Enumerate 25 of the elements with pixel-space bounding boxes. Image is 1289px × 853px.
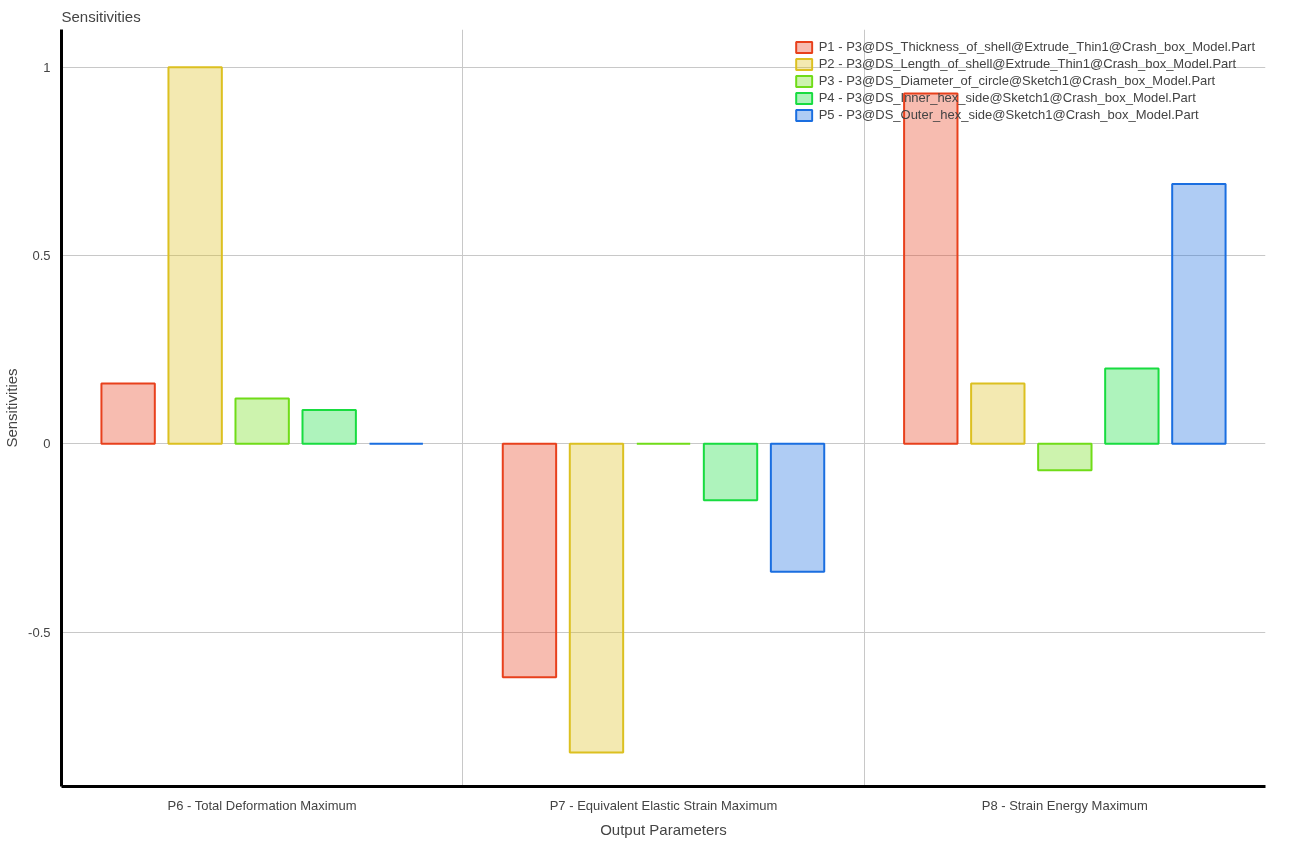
legend-label: P1 - P3@DS_Thickness_of_shell@Extrude_Thin1@Crash_box_Model.Part [818, 39, 1255, 54]
bar [1171, 182, 1227, 445]
bar [702, 442, 759, 502]
legend-label: P2 - P3@DS_Length_of_shell@Extrude_Thin1@Crash_box_Model.Part [818, 56, 1237, 71]
y-tick-label: 0 [43, 436, 51, 452]
bar [1104, 367, 1160, 445]
x-tick-label: P7 - Equivalent Elastic Strain Maximum [549, 797, 778, 813]
bar [769, 442, 826, 573]
x-tick-label: P8 - Strain Energy Maximum [981, 797, 1148, 813]
y-axis-title: Sensitivities [3, 368, 21, 448]
bar [100, 382, 156, 445]
y-tick-label: -0.5 [28, 624, 51, 640]
bar [568, 442, 625, 754]
bar [501, 442, 558, 679]
y-tick-label: 1 [43, 59, 51, 75]
bar [167, 66, 223, 445]
legend-label: P3 - P3@DS_Diameter_of_circle@Sketch1@Crash_box_Model.Part [818, 73, 1216, 88]
bar [970, 382, 1026, 445]
x-axis-title: Output Parameters [600, 820, 727, 838]
y-tick-label: 0.5 [32, 247, 51, 263]
bar [234, 397, 290, 445]
chart-title: Sensitivities [61, 7, 141, 25]
bar [301, 408, 357, 445]
bar [1037, 442, 1093, 472]
x-tick-label: P6 - Total Deformation Maximum [167, 797, 357, 813]
